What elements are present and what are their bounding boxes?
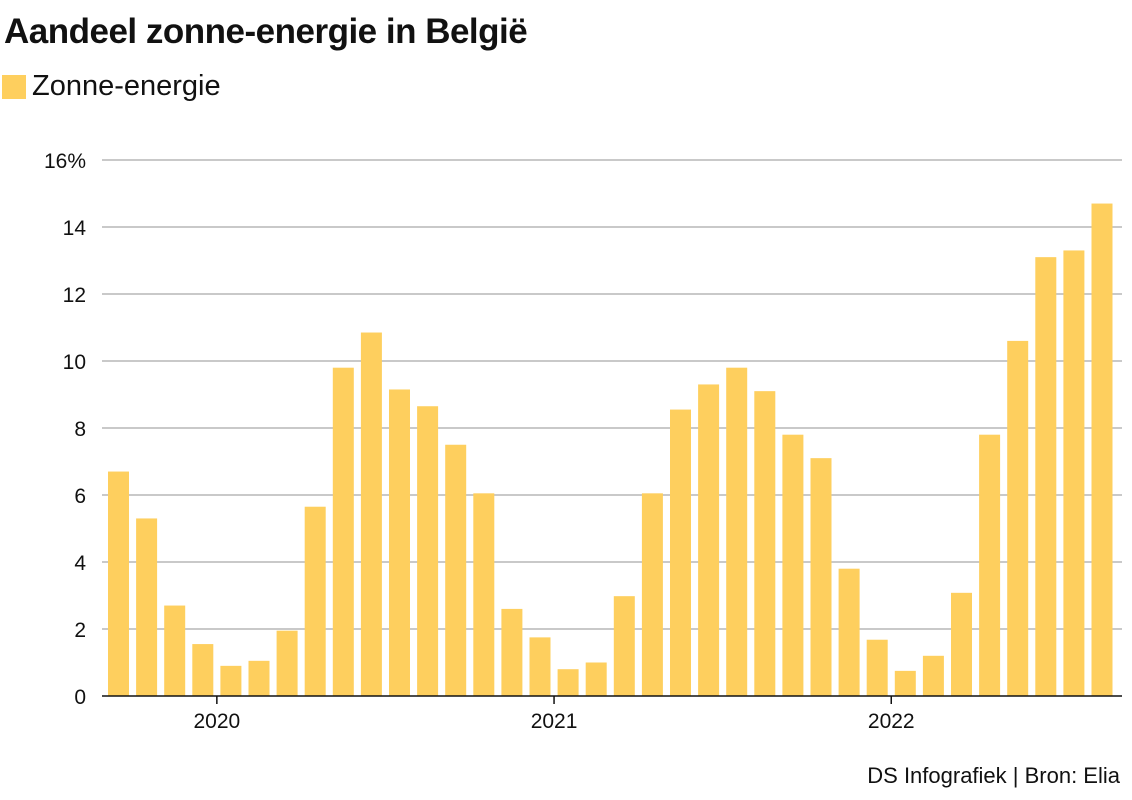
bar (389, 389, 410, 696)
bar (276, 630, 298, 696)
legend: Zonne-energie (2, 70, 221, 103)
y-axis-tick-labels: 0 2 4 6 8 10 12 14 16% (44, 150, 86, 709)
y-tick-label: 2 (74, 619, 86, 642)
bar (557, 669, 579, 696)
x-tick-label: 2022 (868, 710, 915, 733)
bar (726, 367, 748, 696)
bar (220, 665, 242, 696)
bar (108, 471, 129, 696)
y-tick-label: 12 (63, 284, 86, 307)
x-axis: 2020 2021 2022 (102, 695, 1122, 733)
bar (1007, 340, 1029, 696)
bar (866, 639, 888, 696)
bar (1035, 257, 1057, 696)
bar (501, 608, 523, 696)
x-tick-label: 2021 (531, 710, 578, 733)
y-tick-label: 0 (74, 686, 86, 709)
bar (698, 384, 720, 696)
bar (360, 332, 382, 696)
legend-swatch (2, 74, 26, 99)
y-tick-label: 14 (63, 217, 87, 240)
bar (641, 493, 663, 696)
bar (951, 592, 972, 696)
bar (922, 655, 944, 696)
bar (979, 434, 1001, 696)
bar (136, 518, 158, 696)
y-tick-label: 8 (74, 418, 86, 441)
bar (304, 506, 326, 696)
source-credit: DS Infografiek | Bron: Elia (867, 763, 1120, 788)
legend-label: Zonne-energie (32, 70, 221, 102)
chart-title: Aandeel zonne-energie in België (4, 12, 528, 51)
y-tick-label: 16% (44, 150, 86, 173)
bar (670, 409, 691, 696)
y-tick-label: 10 (63, 351, 86, 374)
bar (473, 493, 495, 696)
bar (248, 660, 270, 696)
y-tick-label: 6 (74, 485, 86, 508)
bar (164, 605, 186, 696)
bars (108, 203, 1113, 697)
bar (417, 406, 439, 696)
x-tick-label: 2020 (193, 710, 240, 733)
bar (192, 644, 214, 696)
bar (445, 444, 467, 696)
gridlines (102, 159, 1122, 630)
bar (810, 458, 832, 696)
bar (782, 434, 804, 696)
bar (529, 637, 551, 696)
bar (1091, 203, 1113, 697)
bar (332, 367, 354, 696)
bar (613, 596, 635, 696)
bar (1063, 250, 1085, 696)
bar (894, 670, 916, 696)
bar (754, 391, 776, 696)
y-tick-label: 4 (74, 552, 86, 575)
bar (838, 568, 860, 696)
bar (585, 662, 607, 696)
